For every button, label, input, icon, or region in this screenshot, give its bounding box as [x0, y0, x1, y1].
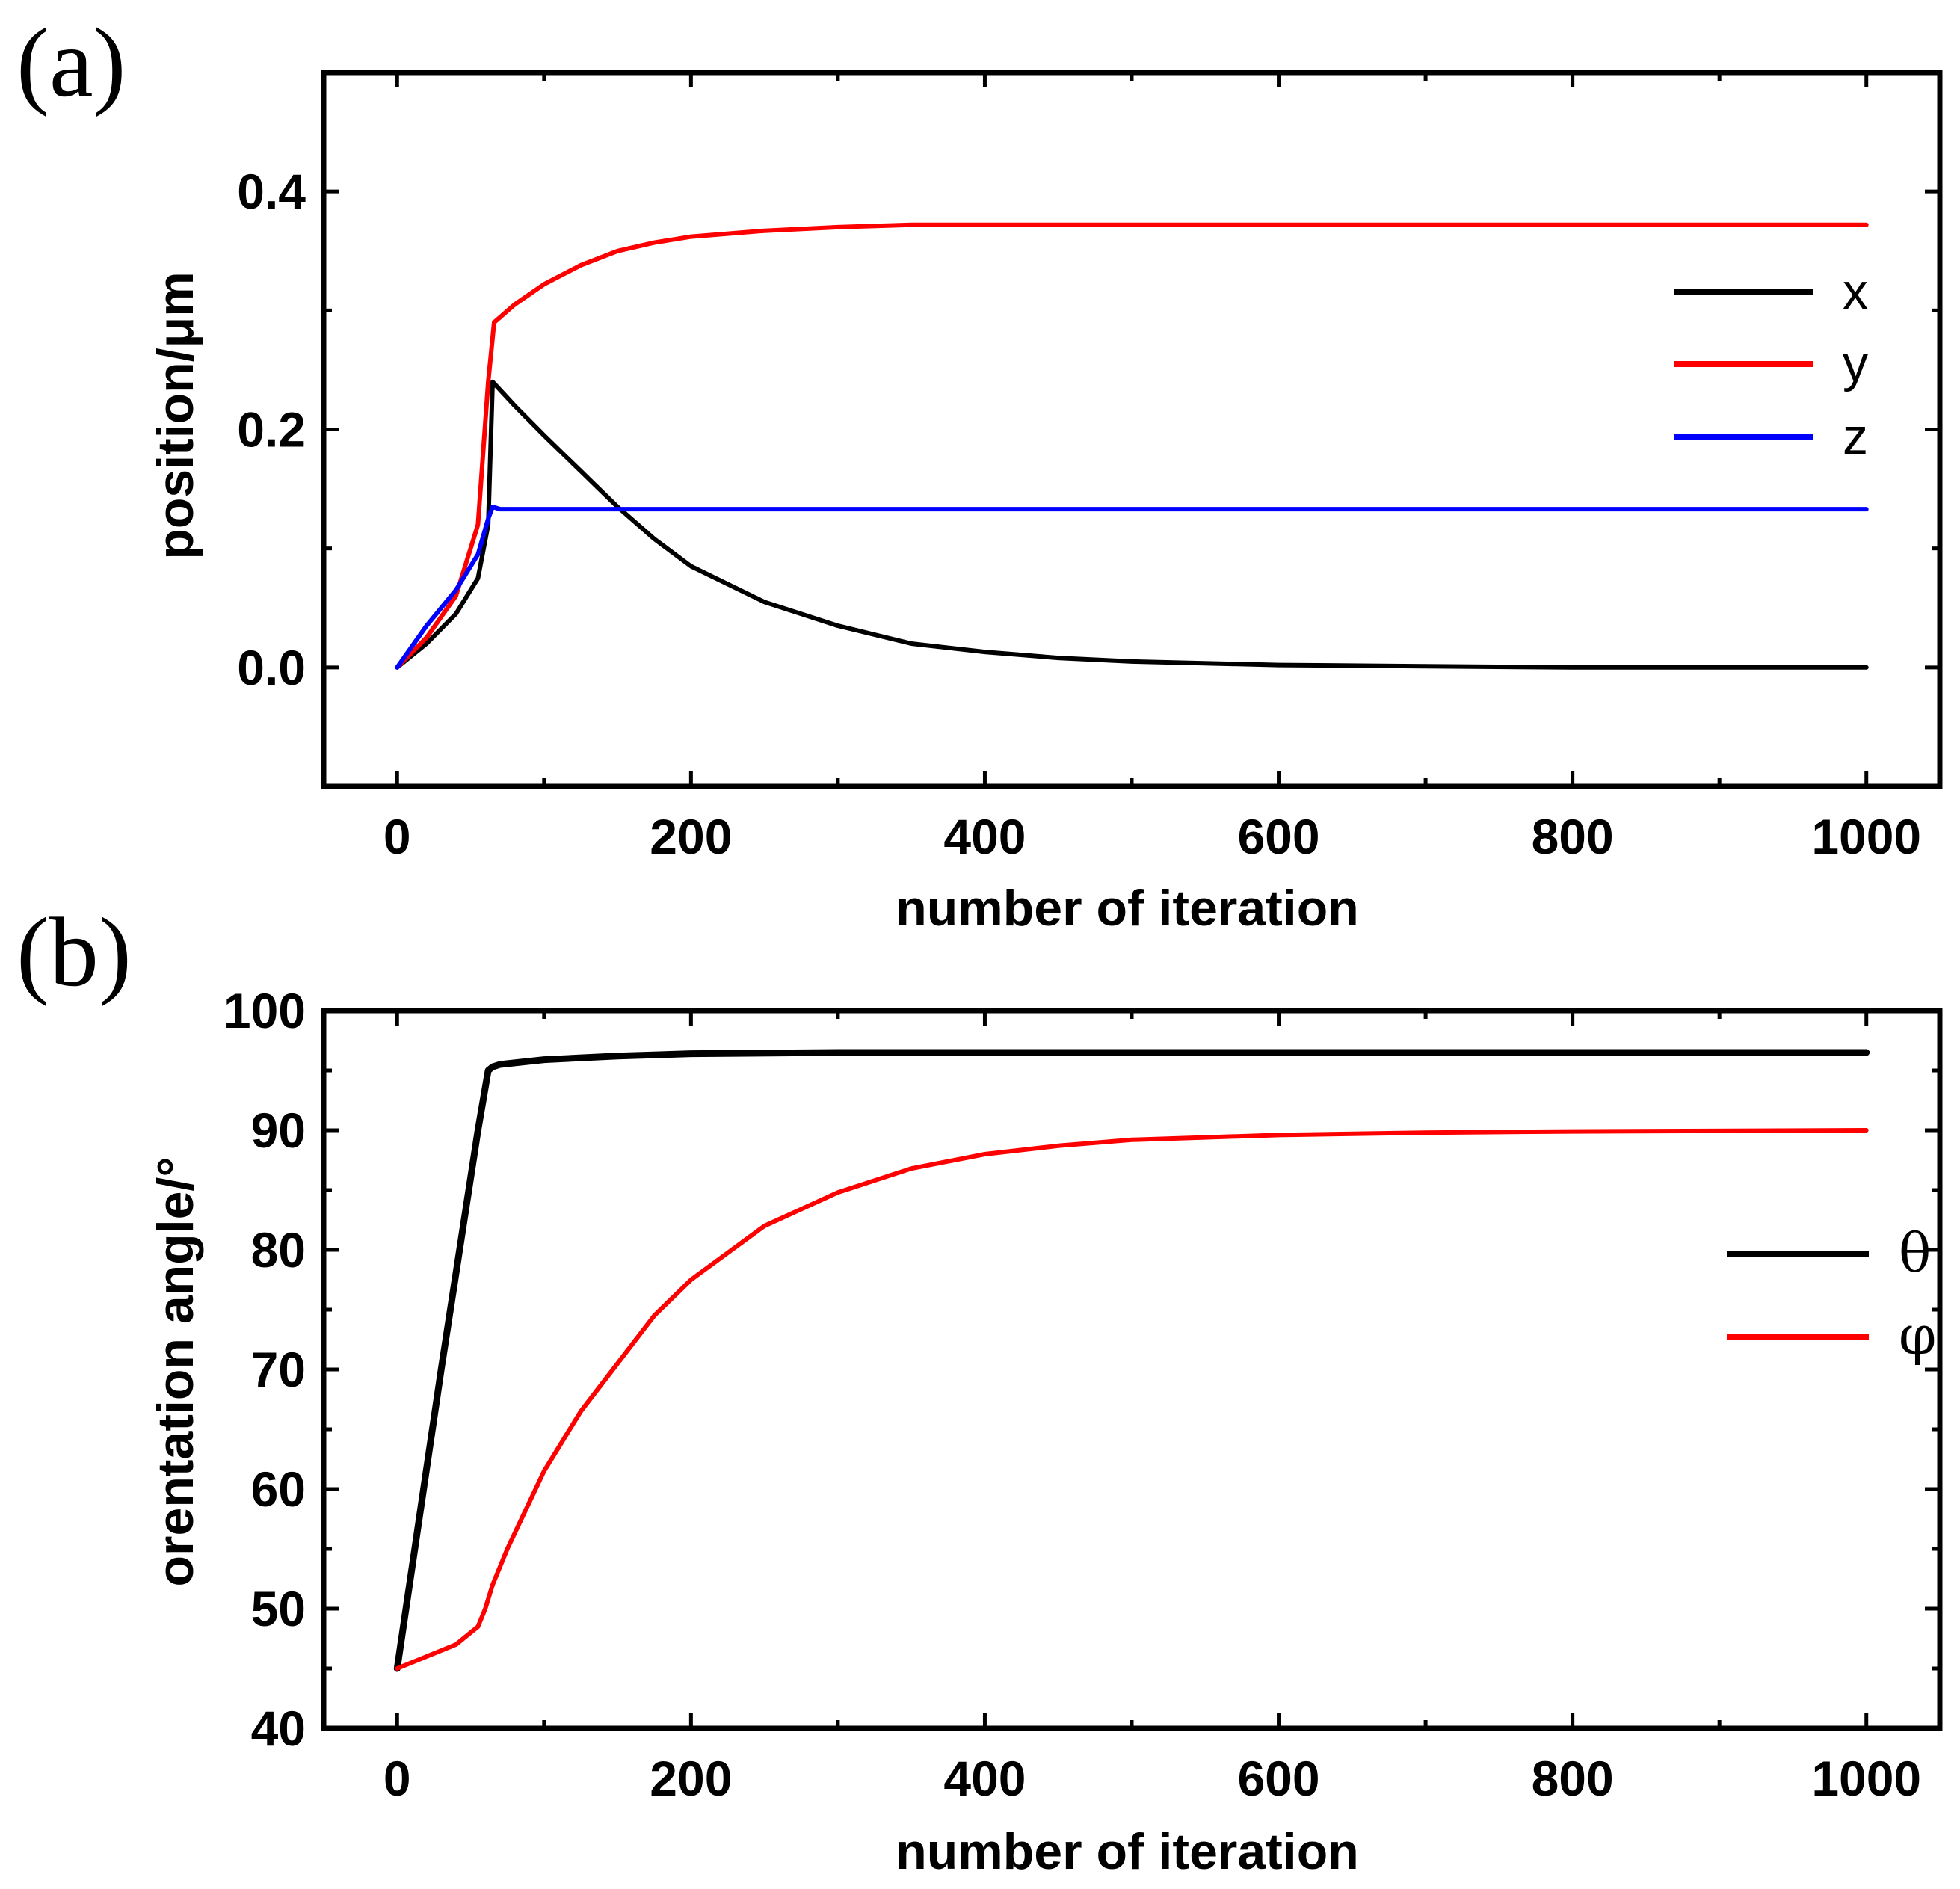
y-tick-label: 80 [251, 1222, 306, 1278]
y-tick-label: 50 [251, 1581, 306, 1636]
y-tick-label: 60 [251, 1461, 306, 1517]
x-tick-label: 1000 [1811, 1751, 1921, 1806]
panel-a-tick-labels: 0 200 400 600 800 1000 0.0 0.2 0.4 [237, 164, 1921, 864]
y-tick-label: 100 [224, 983, 306, 1038]
panel-a-ticks [324, 70, 1940, 789]
panel-b-x-axis-title: number of iteration [896, 1823, 1359, 1880]
x-tick-label: 400 [943, 809, 1026, 864]
y-tick-label: 70 [251, 1342, 306, 1397]
series-line-φ [395, 1128, 1869, 1671]
y-tick-label: 40 [251, 1701, 306, 1756]
panel-a-y-axis-title: position/μm [147, 271, 204, 559]
series-line-x [395, 379, 1869, 670]
x-tick-label: 1000 [1811, 809, 1921, 864]
x-tick-label: 400 [943, 1751, 1026, 1806]
panel-a-label: (a) [16, 7, 126, 117]
y-tick-label: 0.4 [237, 164, 306, 219]
y-tick-label: 0.2 [237, 402, 306, 457]
x-tick-label: 0 [383, 1751, 411, 1806]
x-tick-label: 800 [1532, 1751, 1614, 1806]
panel-a-plot-frame [321, 70, 1943, 789]
y-tick-label: 0.0 [237, 640, 306, 695]
series-line-z [395, 505, 1869, 670]
legend-label-y: y [1843, 336, 1868, 392]
panel-a-chart: (a) 0 200 400 600 800 1000 0.0 0.2 0.4 xyz numbe… [16, 7, 1943, 937]
x-tick-label: 0 [383, 809, 411, 864]
legend-label-θ: θ [1899, 1221, 1931, 1284]
panel-a-series [395, 222, 1869, 670]
panel-b-legend: θφ [1727, 1221, 1936, 1366]
panel-b-y-axis-title: orentation angle/° [147, 1156, 204, 1586]
panel-a-x-axis-title: number of iteration [896, 880, 1359, 937]
panel-b-series [393, 1049, 1870, 1672]
y-tick-label: 90 [251, 1103, 306, 1158]
series-line-y [395, 222, 1869, 670]
x-tick-label: 200 [650, 809, 732, 864]
panel-b-label: (b) [16, 897, 132, 1007]
legend-label-x: x [1843, 263, 1868, 320]
legend-label-z: z [1843, 408, 1868, 465]
x-tick-label: 600 [1237, 809, 1319, 864]
panel-b-tick-labels: 0 200 400 600 800 1000 40 50 60 70 80 90 100 [224, 983, 1921, 1806]
x-tick-label: 200 [650, 1751, 732, 1806]
x-tick-label: 600 [1237, 1751, 1319, 1806]
panel-a-legend: xyz [1674, 263, 1868, 465]
x-tick-label: 800 [1532, 809, 1614, 864]
panel-b-plot-frame [321, 1008, 1943, 1731]
panel-b-ticks [324, 1008, 1940, 1731]
legend-label-φ: φ [1899, 1304, 1936, 1366]
series-line-θ [393, 1049, 1870, 1672]
